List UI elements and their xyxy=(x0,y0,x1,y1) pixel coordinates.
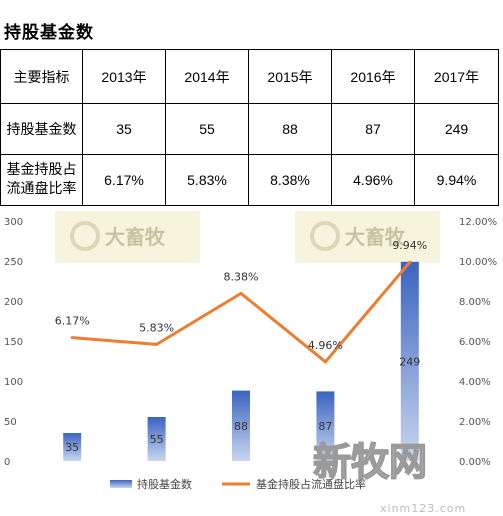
table-header-cell: 2014年 xyxy=(165,49,249,104)
table-header-cell: 2017年 xyxy=(414,49,499,104)
bar-data-label: 35 xyxy=(65,441,79,454)
y-right-tick-label: 0.00% xyxy=(459,457,491,468)
y-left-tick-label: 100 xyxy=(4,377,23,388)
table-cell: 8.38% xyxy=(248,154,332,206)
y-right-tick-label: 2.00% xyxy=(459,417,491,428)
y-left-tick-label: 200 xyxy=(4,297,23,308)
table-row: 基金持股占 流通盘比率 6.17% 5.83% 8.38% 4.96% 9.94… xyxy=(0,154,499,206)
line-data-label: 5.83% xyxy=(139,321,174,334)
y-right-tick-label: 8.00% xyxy=(459,297,491,308)
table-cell: 4.96% xyxy=(331,154,415,206)
watermark-logo: 大畜牧 xyxy=(295,211,440,263)
y-left-tick-label: 50 xyxy=(4,417,17,428)
y-right-tick-label: 6.00% xyxy=(459,337,491,348)
line-data-label: 8.38% xyxy=(224,270,259,283)
y-left-tick-label: 250 xyxy=(4,257,23,268)
line-point xyxy=(408,260,412,264)
table-cell: 249 xyxy=(414,103,499,155)
bar-data-label: 88 xyxy=(234,420,248,433)
table-cell: 35 xyxy=(82,103,166,155)
watermark-site-url: xinm123.com xyxy=(380,502,466,515)
page-title: 持股基金数 xyxy=(4,23,94,43)
legend-label: 基金持股占流通盘比率 xyxy=(256,477,366,491)
line-data-label: 9.94% xyxy=(392,239,427,252)
watermark-brand: 大畜牧 xyxy=(345,225,406,249)
y-right-tick-label: 4.00% xyxy=(459,377,491,388)
y-right-tick-label: 12.00% xyxy=(459,217,497,228)
bar-data-label: 249 xyxy=(399,355,420,368)
bar-data-label: 55 xyxy=(150,433,164,446)
table-row: 持股基金数 35 55 88 87 249 xyxy=(0,103,499,155)
table-cell: 87 xyxy=(331,103,415,155)
bar xyxy=(316,391,335,461)
watermark-logo: 大畜牧 xyxy=(55,211,200,263)
line-point xyxy=(239,291,243,295)
table-row-label: 持股基金数 xyxy=(0,103,83,155)
y-left-tick-label: 0 xyxy=(4,457,10,468)
table-cell: 9.94% xyxy=(414,154,499,206)
table-cell: 5.83% xyxy=(165,154,249,206)
y-left-tick-label: 150 xyxy=(4,337,23,348)
combo-chart: 大畜牧 大畜牧 0 50 100 150 200 250 300 0.00% 2.00% 4.0… xyxy=(4,211,497,515)
legend-label: 持股基金数 xyxy=(137,477,192,491)
bar xyxy=(400,261,419,461)
table-row-label-line: 流通盘比率 xyxy=(6,181,77,197)
table-header-cell: 2013年 xyxy=(82,49,166,104)
table-cell: 6.17% xyxy=(82,154,166,206)
table-header-cell: 2015年 xyxy=(248,49,332,104)
legend-swatch-bar xyxy=(110,480,132,488)
bar-data-label: 87 xyxy=(318,420,332,433)
line-point xyxy=(323,360,327,364)
line-point xyxy=(155,342,159,346)
line-point xyxy=(70,336,74,340)
watermark-brand: 大畜牧 xyxy=(105,225,166,249)
table-cell: 88 xyxy=(248,103,332,155)
y-left-tick-label: 300 xyxy=(4,217,23,228)
watermark-site: 新牧网 xinm123.com xyxy=(312,439,466,515)
line-data-label: 4.96% xyxy=(308,339,343,352)
line-data-label: 6.17% xyxy=(55,315,90,328)
watermark-site-logo: 新牧网 xyxy=(313,440,427,484)
table-header-row: 主要指标 2013年 2014年 2015年 2016年 2017年 xyxy=(0,49,499,104)
table-cell: 55 xyxy=(165,103,249,155)
table-row-label: 基金持股占 流通盘比率 xyxy=(0,154,83,206)
y-right-tick-label: 10.00% xyxy=(459,257,497,268)
indicator-table: 主要指标 2013年 2014年 2015年 2016年 2017年 持股基金数… xyxy=(0,49,499,206)
bar xyxy=(232,390,250,461)
table-header-cell: 主要指标 xyxy=(0,49,83,104)
bar xyxy=(63,433,82,461)
table-header-cell: 2016年 xyxy=(331,49,415,104)
table-row-label-line: 基金持股占 xyxy=(6,162,77,178)
bar xyxy=(147,417,166,461)
